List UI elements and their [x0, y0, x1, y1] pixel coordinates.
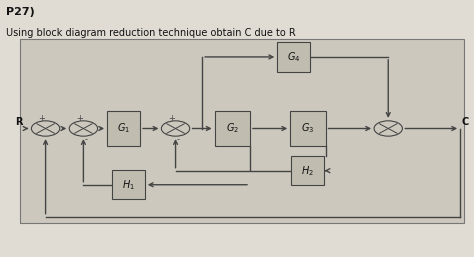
Bar	[107, 111, 140, 146]
Bar	[215, 111, 250, 146]
Bar	[277, 42, 310, 72]
Text: +: +	[76, 114, 82, 123]
Text: $G_1$: $G_1$	[117, 122, 130, 135]
Text: $G_3$: $G_3$	[301, 122, 315, 135]
Text: C: C	[461, 117, 468, 127]
Text: +: +	[168, 114, 175, 123]
Text: Using block diagram reduction technique obtain C due to R: Using block diagram reduction technique …	[6, 27, 296, 38]
Text: $H_1$: $H_1$	[122, 178, 135, 192]
Text: R: R	[15, 117, 22, 127]
Text: $G_4$: $G_4$	[287, 50, 301, 64]
Text: +: +	[38, 114, 45, 123]
Bar	[112, 170, 145, 199]
Circle shape	[69, 121, 98, 136]
Bar	[19, 39, 464, 223]
Circle shape	[374, 121, 402, 136]
Text: -: -	[177, 135, 180, 144]
Text: $G_2$: $G_2$	[226, 122, 239, 135]
Circle shape	[161, 121, 190, 136]
Text: -: -	[85, 135, 88, 144]
Bar	[290, 111, 326, 146]
Bar	[292, 156, 324, 185]
Text: $H_2$: $H_2$	[301, 164, 314, 178]
Text: P27): P27)	[6, 7, 35, 17]
Circle shape	[31, 121, 60, 136]
